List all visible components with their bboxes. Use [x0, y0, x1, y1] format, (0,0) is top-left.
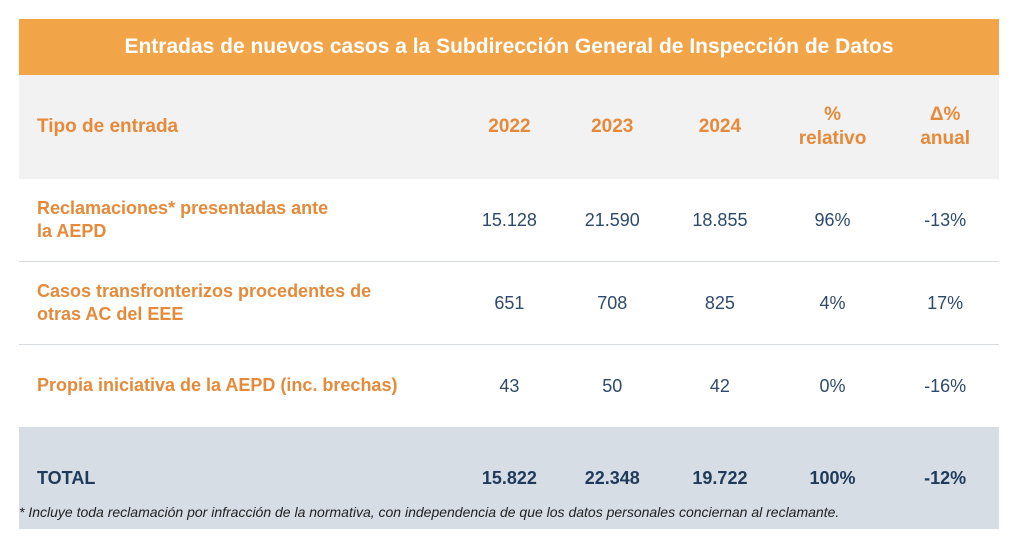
row-label-line1: Reclamaciones* presentadas ante [37, 197, 329, 218]
row-label-line1: Casos transfronterizos procedentes de [37, 280, 372, 301]
table-title-text: Entradas de nuevos casos a la Subdirecci… [124, 35, 894, 58]
total-2024: 19.722 [692, 467, 748, 488]
row-label-line2: otras AC del EEE [37, 304, 184, 324]
cell-relative: 4% [819, 292, 846, 313]
cell-relative: 96% [814, 209, 851, 230]
header-2022: 2022 [488, 116, 531, 138]
row-label: Casos transfronterizos procedentes de ot… [19, 280, 440, 327]
cell-2022: 43 [499, 375, 520, 396]
footnote: * Incluye toda reclamación por infracció… [19, 504, 840, 520]
row-label-line1: Propia iniciativa de la AEPD (inc. brech… [37, 375, 398, 396]
cell-2023: 708 [597, 292, 628, 313]
total-label: TOTAL [37, 467, 96, 488]
table-row-transfronterizos: Casos transfronterizos procedentes de ot… [19, 262, 999, 345]
cell-2023: 21.590 [584, 209, 640, 230]
header-relative-line2: relativo [798, 128, 867, 149]
total-relative: 100% [809, 467, 856, 488]
cell-2024: 825 [704, 292, 735, 313]
total-2023: 22.348 [584, 467, 640, 488]
row-label-line2: la AEPD [37, 221, 107, 241]
header-type: Tipo de entrada [37, 116, 179, 137]
header-relative: % relativo [774, 103, 892, 151]
table-total-row: TOTAL 15.822 22.348 19.722 100% -12% [19, 427, 999, 529]
header-annual-line2: anual [920, 128, 970, 149]
row-label: Propia iniciativa de la AEPD (inc. brech… [19, 374, 440, 397]
cell-relative: 0% [819, 375, 846, 396]
header-2024: 2024 [698, 116, 742, 138]
header-annual: Δ% anual [891, 103, 999, 151]
cell-annual: -16% [924, 375, 967, 396]
total-2022: 15.822 [481, 467, 537, 488]
table-row-iniciativa: Propia iniciativa de la AEPD (inc. brech… [19, 345, 999, 427]
table-row-reclamaciones: Reclamaciones* presentadas ante la AEPD … [19, 179, 999, 262]
cell-2024: 18.855 [692, 209, 748, 230]
header-relative-line1: % [824, 104, 841, 126]
header-2023: 2023 [591, 116, 634, 138]
cell-2022: 15.128 [481, 209, 537, 230]
total-annual: -12% [924, 467, 967, 488]
cell-annual: 17% [927, 292, 964, 313]
cases-table: Entradas de nuevos casos a la Subdirecci… [19, 19, 999, 529]
row-label: Reclamaciones* presentadas ante la AEPD [19, 197, 440, 244]
cell-2024: 42 [709, 375, 730, 396]
cell-2023: 50 [602, 375, 623, 396]
cell-2022: 651 [494, 292, 525, 313]
table-header-row: Tipo de entrada 2022 2023 2024 % relativ… [19, 75, 999, 179]
table-title: Entradas de nuevos casos a la Subdirecci… [19, 19, 999, 75]
cell-annual: -13% [924, 209, 967, 230]
header-annual-line1: Δ% [929, 104, 961, 126]
